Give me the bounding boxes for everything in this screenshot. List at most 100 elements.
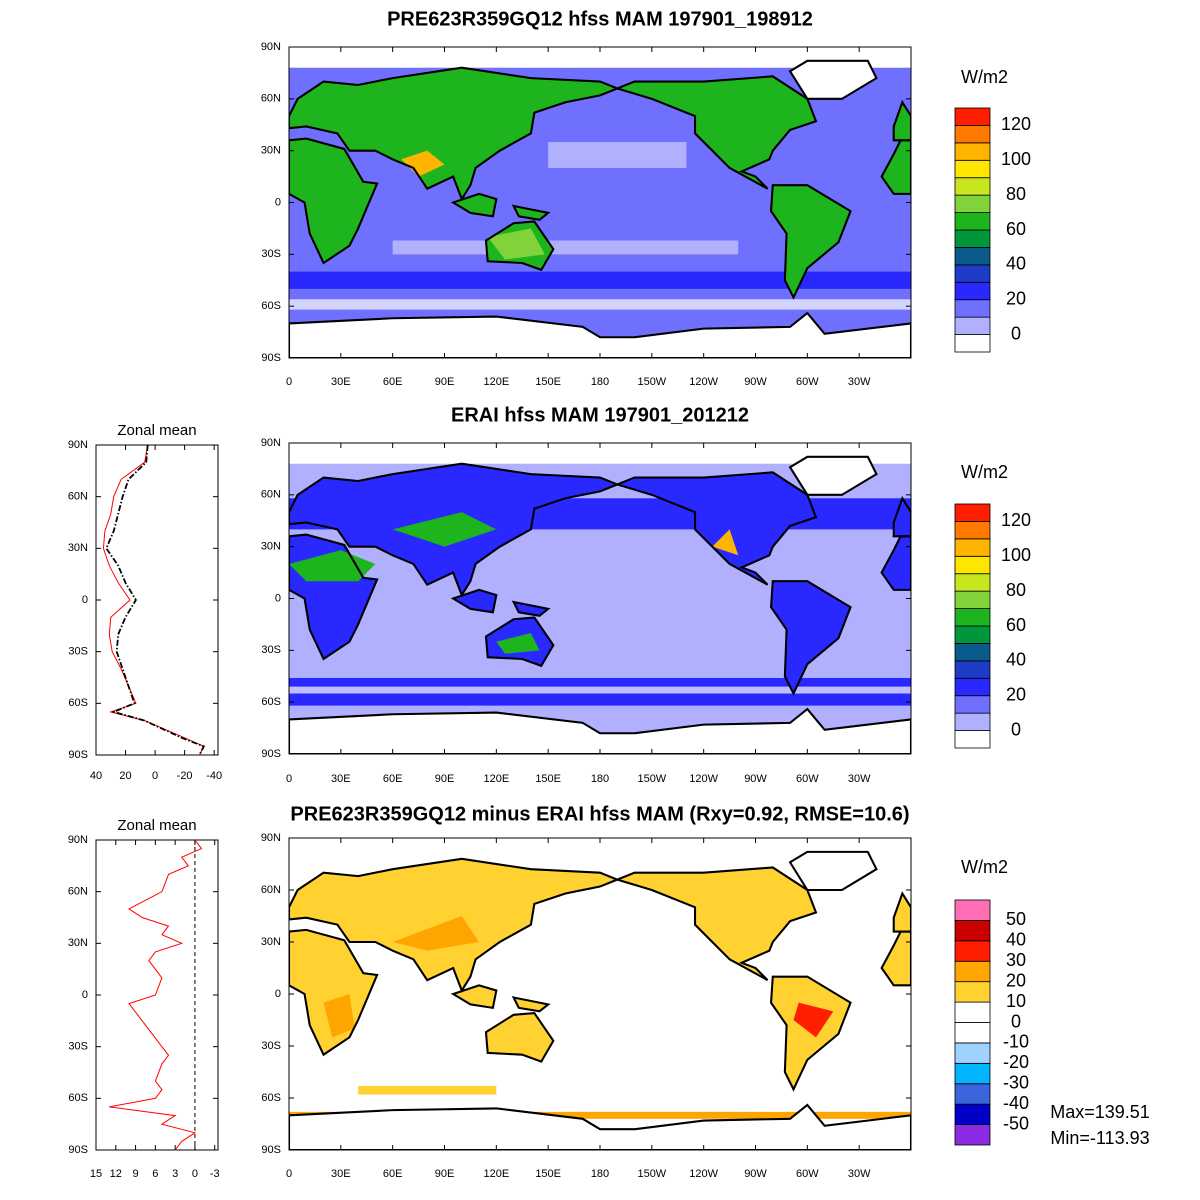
y-tick-label: 0: [275, 592, 281, 604]
y-tick-label: 60S: [68, 1092, 88, 1104]
plot-frame: [95, 444, 219, 756]
colorbar-label: 40: [1006, 930, 1026, 950]
colorbar-label: 0: [1011, 1011, 1021, 1031]
colorbar-box: [954, 920, 991, 942]
colorbar-box: [954, 159, 991, 179]
plot-frame: [95, 839, 219, 1151]
y-tick-label: 30N: [261, 936, 281, 948]
colorbar-box: [954, 229, 991, 248]
colorbar-box: [954, 503, 991, 522]
stat-label: Min=-113.93: [1050, 1128, 1149, 1148]
y-tick-label: 60N: [68, 491, 88, 503]
x-tick-label: 150E: [535, 376, 561, 388]
x-tick-label: 150E: [535, 1168, 561, 1180]
colorbar-box: [954, 730, 991, 749]
y-tick-label: 30N: [261, 145, 281, 157]
colorbar-label: -30: [1003, 1073, 1029, 1093]
x-tick-label: 0: [286, 376, 292, 388]
x-tick-label: 9: [133, 1168, 139, 1180]
colorbar-label: -50: [1003, 1113, 1029, 1133]
x-tick-label: 90W: [744, 773, 767, 785]
chart-title: Zonal mean: [117, 422, 196, 439]
x-tick-label: 60W: [796, 773, 819, 785]
y-tick-label: 90S: [68, 1144, 88, 1156]
x-tick-label: 40: [90, 770, 102, 782]
colorbar-box: [954, 264, 991, 283]
x-tick-label: 120W: [689, 773, 718, 785]
x-tick-label: 15: [90, 1168, 102, 1180]
colorbar-box: [954, 712, 991, 731]
y-tick-label: 60S: [261, 1092, 281, 1104]
y-tick-label: 90N: [261, 41, 281, 53]
y-tick-label: 90S: [68, 749, 88, 761]
colorbar-label: 60: [1006, 219, 1026, 239]
colorbar-box: [954, 299, 991, 318]
colorbar-label: 30: [1006, 950, 1026, 970]
colorbar-label: 20: [1006, 288, 1026, 308]
x-tick-label: 0: [152, 770, 158, 782]
colorbar-label: 80: [1006, 580, 1026, 600]
colorbar-box: [954, 1001, 991, 1023]
colorbar-box: [954, 142, 991, 161]
y-tick-label: 30S: [68, 1041, 88, 1053]
colorbar-box: [954, 625, 991, 644]
colorbar-box: [954, 1042, 991, 1064]
y-tick-label: 60S: [68, 697, 88, 709]
x-tick-label: 3: [172, 1168, 178, 1180]
y-tick-label: 30N: [261, 541, 281, 553]
colorbar-box: [954, 960, 991, 983]
y-tick-label: 0: [275, 988, 281, 1000]
x-tick-label: 90W: [744, 1168, 767, 1180]
x-tick-label: 150W: [637, 1168, 666, 1180]
x-tick-label: -40: [206, 770, 222, 782]
y-tick-label: 0: [82, 594, 88, 606]
y-tick-label: 30N: [68, 937, 88, 949]
x-tick-label: -3: [210, 1168, 220, 1180]
x-tick-label: 6: [152, 1168, 158, 1180]
stat-label: Max=139.51: [1050, 1102, 1150, 1122]
colorbar-box: [954, 334, 991, 353]
colorbar-label: 40: [1006, 254, 1026, 274]
x-tick-label: 90E: [435, 376, 455, 388]
y-tick-label: 90S: [261, 1144, 281, 1156]
y-tick-label: 90N: [68, 439, 88, 451]
x-tick-label: 180: [591, 1168, 609, 1180]
x-tick-label: 150W: [637, 773, 666, 785]
zonal-line: [105, 444, 206, 756]
colorbar-label: 50: [1006, 909, 1026, 929]
colorbar-label: 40: [1006, 650, 1026, 670]
colorbar-label: 0: [1011, 719, 1021, 739]
colorbar-label: 80: [1006, 184, 1026, 204]
y-tick-label: 30S: [68, 646, 88, 658]
y-tick-label: 60S: [261, 300, 281, 312]
colorbar-box: [954, 677, 991, 697]
x-tick-label: 150E: [535, 773, 561, 785]
x-tick-label: 0: [286, 773, 292, 785]
y-tick-label: 30N: [68, 542, 88, 554]
colorbar-box: [954, 281, 991, 301]
colorbar-label: 20: [1006, 684, 1026, 704]
colorbar-box: [954, 177, 991, 196]
y-tick-label: 90N: [68, 834, 88, 846]
x-tick-label: 0: [192, 1168, 198, 1180]
colorbar-label: 10: [1006, 991, 1026, 1011]
zonal-line: [102, 444, 205, 756]
colorbar-box: [954, 1083, 991, 1105]
x-tick-label: 30E: [331, 1168, 351, 1180]
colorbar-box: [954, 643, 991, 662]
y-tick-label: 60S: [261, 696, 281, 708]
colorbar-label: 60: [1006, 615, 1026, 635]
y-tick-label: 60N: [261, 93, 281, 105]
colorbar-box: [954, 695, 991, 714]
x-tick-label: 60W: [796, 1168, 819, 1180]
colorbar-label: -40: [1003, 1093, 1029, 1113]
colorbar-box: [954, 1103, 991, 1125]
x-tick-label: 60E: [383, 773, 403, 785]
chart-title: PRE623R359GQ12 hfss MAM 197901_198912: [387, 8, 813, 30]
colorbar-box: [954, 608, 991, 627]
colorbar-box: [954, 660, 991, 679]
x-tick-label: 120E: [483, 376, 509, 388]
colorbar-box: [954, 899, 991, 921]
y-tick-label: 90S: [261, 352, 281, 364]
